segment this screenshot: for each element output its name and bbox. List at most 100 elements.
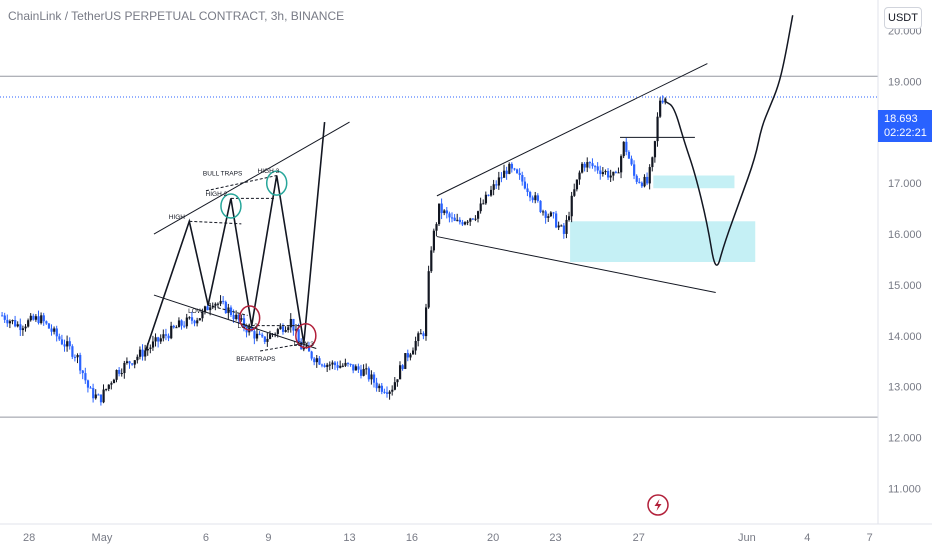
pattern-annotation: HIGH [169,214,186,221]
candle-body [240,318,243,320]
candle-body [438,203,441,225]
candle-body [456,219,459,221]
candle-body [34,316,38,320]
candle-body [346,362,350,364]
candle-body [216,303,220,305]
trap-circle [220,193,242,219]
candle-body [180,320,183,326]
candle-body [188,317,191,319]
x-tick-label: 4 [804,532,810,544]
candle-body [37,316,40,324]
candle-body [503,170,506,178]
candle-body [232,315,235,320]
candle-body [193,320,196,324]
candle-body [614,171,618,173]
candle-body [495,184,498,186]
candle-body [633,164,636,176]
candle-body [175,327,178,329]
candle-body [518,173,521,175]
candle-body [539,200,542,213]
candle-body [372,374,376,383]
candle-body [14,320,17,327]
candle-body [617,172,620,174]
candle-body [664,98,667,103]
candle-body [94,394,97,399]
candle-body [6,319,9,324]
candle-body [414,340,417,351]
candle-body [588,162,592,164]
candle-body [565,219,568,234]
candle-body [609,175,612,178]
candle-body [591,163,594,167]
candle-body [448,213,451,218]
candle-body [242,318,246,328]
candle-body [534,195,537,201]
candle-body [544,211,547,218]
candle-body [123,362,126,374]
candle-body [531,197,534,201]
candle-body [55,328,58,337]
candle-body [185,317,188,327]
candle-body [471,218,475,220]
time-axis[interactable]: 28 May 6 9 13 16 20 23 27 Jun 4 7 [23,532,873,544]
currency-button[interactable]: USDT [884,7,922,29]
candle-body [482,203,485,205]
candle-body [66,341,69,347]
candle-body [547,216,550,218]
candle-body [323,365,326,367]
y-tick-label: 15.000 [888,280,922,292]
candle-body [255,333,259,339]
candle-body [570,195,573,217]
candle-body [97,394,100,396]
candle-body [144,350,147,357]
candle-body [157,337,160,342]
candle-body [523,181,527,189]
pattern-annotation: HIGH 2 [206,191,228,198]
candle-body [190,317,194,321]
candle-body [490,189,493,196]
candle-body [8,321,12,324]
candle-body [640,182,644,187]
tradingview-flash-icon[interactable] [647,494,669,516]
candle-body [84,373,87,381]
candle-body [562,225,566,234]
x-tick-label: May [92,532,113,544]
candle-body [573,189,576,196]
candle-body [73,356,77,358]
candle-body [177,320,181,328]
candle-body [47,323,51,329]
candle-body [477,211,480,219]
pattern-annotation: BEARTRAPS [236,356,276,363]
candle-body [149,347,152,349]
candle-body [497,177,501,186]
candle-body [40,315,43,324]
candle-body [406,353,409,358]
candle-body [362,368,365,376]
candle-body [516,169,519,174]
trendline [153,294,317,349]
candle-body [398,365,402,380]
dashed-trap-line [205,175,277,192]
candle-body [32,315,35,320]
candle-body [648,167,651,184]
candle-body [326,364,329,367]
candle-body [417,333,420,341]
candle-body [125,361,129,363]
candle-body [16,324,19,327]
candle-body [622,141,625,157]
candle-body [461,222,464,225]
candle-body [1,315,4,317]
candle-body [401,365,404,369]
candle-body [378,385,381,389]
y-tick-label: 13.000 [888,382,922,394]
candle-body [521,174,524,182]
candle-body [281,326,285,332]
candle-body [274,333,277,335]
candle-body [526,188,529,193]
x-tick-label: 7 [867,532,873,544]
candle-body [115,369,118,380]
candle-body [162,334,165,339]
trap-circle [265,170,288,196]
